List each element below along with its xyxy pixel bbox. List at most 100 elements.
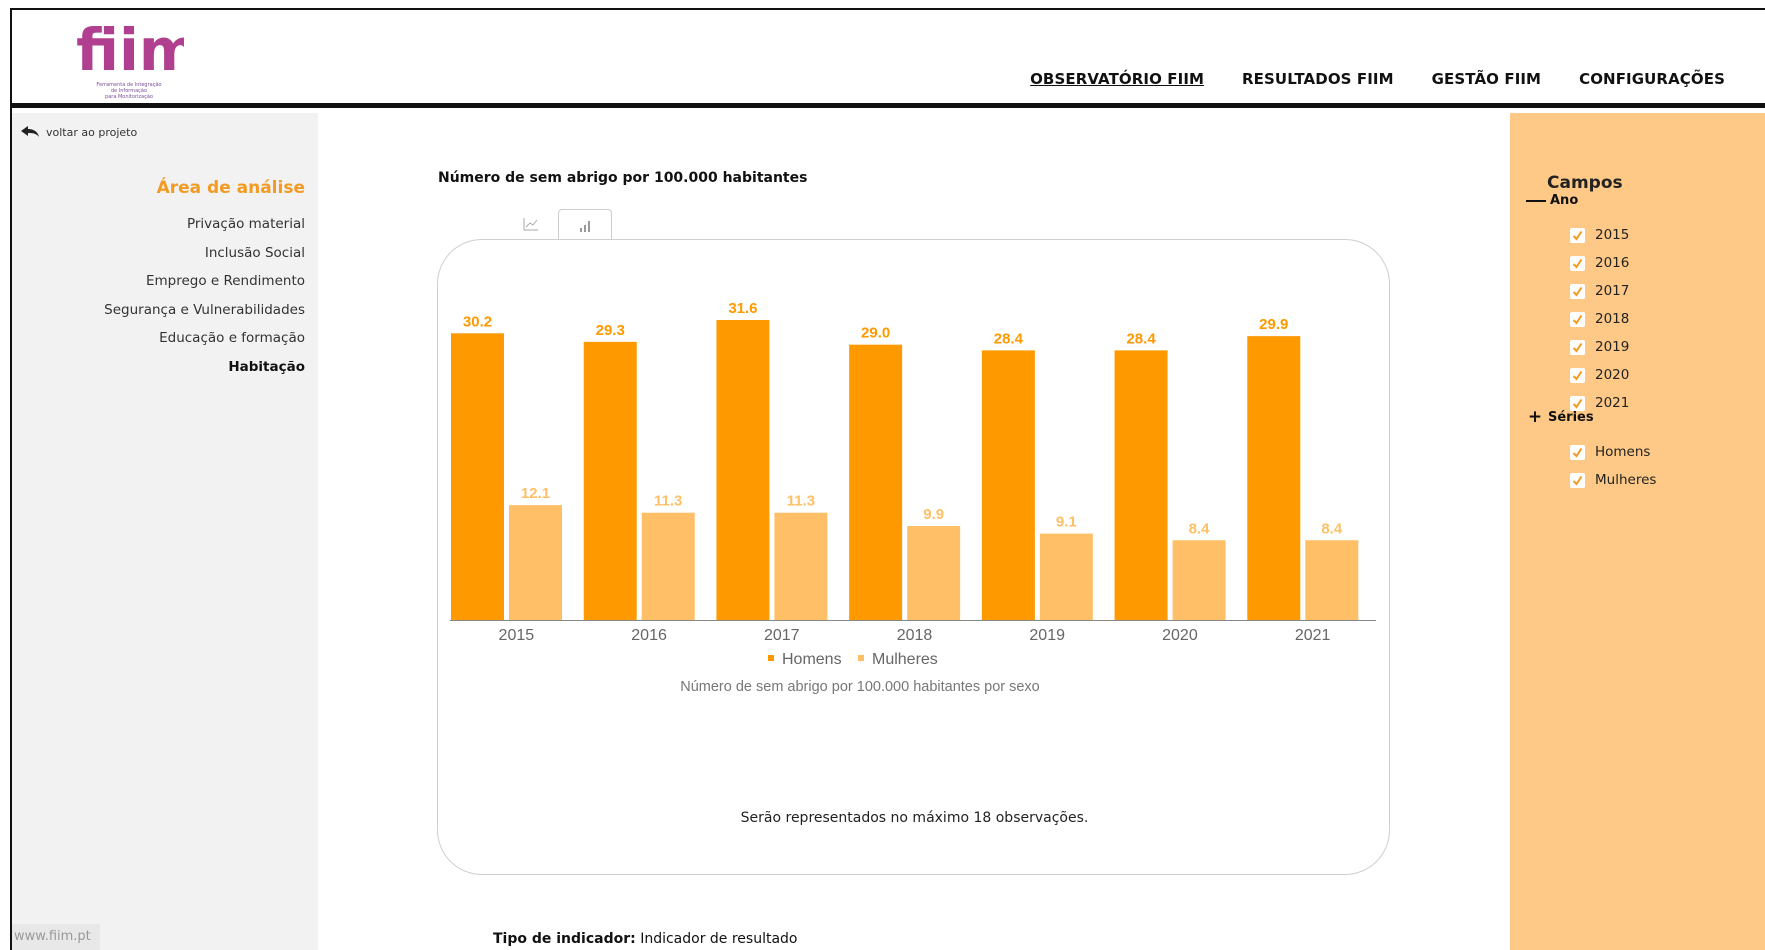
data-label: 8.4 xyxy=(1189,520,1211,537)
logo-text: fiim xyxy=(76,20,184,80)
bar-mulheres-2019 xyxy=(1039,533,1093,620)
line-chart-icon xyxy=(523,218,538,231)
chart-title: Número de sem abrigo por 100.000 habitan… xyxy=(680,679,1040,695)
back-label: voltar ao projeto xyxy=(46,125,138,139)
main-nav: OBSERVATÓRIO FIIM RESULTADOS FIIM GESTÃO… xyxy=(1030,70,1725,88)
checkbox-item[interactable]: 2017 xyxy=(1570,277,1629,305)
legend-label-homens: Homens xyxy=(782,651,842,668)
data-label: 28.4 xyxy=(1126,330,1156,347)
checkbox-item[interactable]: 2019 xyxy=(1570,333,1629,361)
data-label: 9.1 xyxy=(1056,514,1077,531)
checkmark-icon[interactable] xyxy=(1570,444,1585,460)
group-series-label: Séries xyxy=(1548,409,1594,425)
area-item-emprego[interactable]: Emprego e Rendimento xyxy=(145,273,305,290)
logo-subtitle: Ferramenta de Integração de Informação p… xyxy=(96,82,162,100)
data-label: 28.4 xyxy=(994,330,1024,347)
back-arrow-icon xyxy=(21,126,39,137)
checkbox-item[interactable]: Homens xyxy=(1570,438,1656,466)
bar-homens-2017 xyxy=(716,320,770,620)
window-frame xyxy=(10,8,1765,950)
checkbox-item[interactable]: 2016 xyxy=(1570,249,1629,277)
fiim-logo[interactable]: fiim Ferramenta de Integração de Informa… xyxy=(74,20,184,100)
analysis-sidebar: voltar ao projeto Área de análise Privaç… xyxy=(12,113,318,950)
area-item-seguranca[interactable]: Segurança e Vulnerabilidades xyxy=(104,301,305,318)
tab-bar-chart[interactable] xyxy=(558,209,612,241)
indicator-title: Número de sem abrigo por 100.000 habitan… xyxy=(438,170,808,186)
area-item-inclusao[interactable]: Inclusão Social xyxy=(204,244,305,261)
nav-resultados[interactable]: RESULTADOS FIIM xyxy=(1242,70,1394,88)
checkbox-item[interactable]: 2015 xyxy=(1570,221,1629,249)
bar-chart: 30.2 12.1 2015 29.3 11.3 2016 31.6 11.3 2017 29.0… xyxy=(450,300,1376,695)
bar-homens-2015 xyxy=(451,333,504,620)
checkbox-item[interactable]: 2020 xyxy=(1570,361,1629,389)
bar-mulheres-2016 xyxy=(641,512,695,620)
bar-mulheres-2015 xyxy=(509,505,562,620)
series-checklist: Homens Mulheres xyxy=(1570,438,1656,494)
checkmark-icon[interactable] xyxy=(1570,472,1585,488)
area-item-habitacao[interactable]: Habitação xyxy=(228,358,305,375)
data-label: 9.9 xyxy=(923,506,944,523)
checkbox-item[interactable]: Mulheres xyxy=(1570,466,1656,494)
x-tick-label: 2019 xyxy=(1029,627,1065,644)
data-label: 29.9 xyxy=(1259,316,1288,333)
fields-title: Campos xyxy=(1547,173,1623,193)
nav-configuracoes[interactable]: CONFIGURAÇÕES xyxy=(1579,70,1725,88)
ano-checklist: 2015 2016 2017 2018 2019 2020 2021 xyxy=(1570,221,1629,417)
group-series-header[interactable]: + Séries xyxy=(1526,407,1594,427)
indicator-type-label: Tipo de indicador: xyxy=(493,931,636,947)
checkmark-icon[interactable] xyxy=(1570,395,1585,411)
chart-card: 30.2 12.1 2015 29.3 11.3 2016 31.6 11.3 2017 29.0… xyxy=(437,239,1390,875)
data-label: 31.6 xyxy=(728,300,757,317)
data-label: 11.3 xyxy=(787,493,815,510)
group-ano-header[interactable]: Ano xyxy=(1526,193,1578,208)
expand-icon: + xyxy=(1527,407,1543,427)
checkmark-icon[interactable] xyxy=(1570,283,1585,299)
footer-url: www.fiim.pt xyxy=(12,924,100,950)
checkmark-icon[interactable] xyxy=(1570,255,1585,271)
max-observations-note: Serão representados no máximo 18 observa… xyxy=(740,810,1089,826)
data-label: 29.0 xyxy=(861,325,890,342)
area-item-educacao[interactable]: Educação e formação xyxy=(159,330,305,347)
checkmark-icon[interactable] xyxy=(1570,227,1585,243)
bar-mulheres-2018 xyxy=(907,526,961,620)
top-header: fiim Ferramenta de Integração de Informa… xyxy=(12,10,1765,108)
bar-homens-2020 xyxy=(1114,350,1168,620)
x-tick-label: 2016 xyxy=(631,627,667,644)
legend-swatch-mulheres xyxy=(858,655,864,661)
data-label: 11.3 xyxy=(654,493,682,510)
checkmark-icon[interactable] xyxy=(1570,339,1585,355)
chart-type-tabs xyxy=(504,209,612,241)
group-ano-label: Ano xyxy=(1550,193,1579,208)
indicator-type-value: Indicador de resultado xyxy=(640,931,798,947)
x-tick-label: 2021 xyxy=(1295,627,1331,644)
fiim-logo-mark: fiim xyxy=(76,20,184,80)
nav-observatorio[interactable]: OBSERVATÓRIO FIIM xyxy=(1030,70,1205,88)
checkbox-item[interactable]: 2018 xyxy=(1570,305,1629,333)
bar-homens-2021 xyxy=(1247,336,1301,620)
tab-line-chart[interactable] xyxy=(504,209,558,239)
bar-homens-2016 xyxy=(583,341,637,620)
area-item-privacao[interactable]: Privação material xyxy=(186,216,305,232)
area-title: Área de análise xyxy=(156,178,305,198)
data-label: 30.2 xyxy=(463,313,492,330)
bar-homens-2019 xyxy=(981,350,1035,620)
bar-mulheres-2021 xyxy=(1305,540,1359,620)
checkmark-icon[interactable] xyxy=(1570,367,1585,383)
nav-gestao[interactable]: GESTÃO FIIM xyxy=(1431,70,1542,88)
bar-mulheres-2020 xyxy=(1172,540,1226,620)
back-to-project-link[interactable]: voltar ao projeto xyxy=(20,125,137,139)
data-label: 8.4 xyxy=(1321,520,1343,537)
x-tick-label: 2020 xyxy=(1162,627,1198,644)
data-label: 12.1 xyxy=(521,485,550,502)
main-content: Número de sem abrigo por 100.000 habitan… xyxy=(318,113,1510,950)
bar-homens-2018 xyxy=(849,344,903,620)
checkbox-item[interactable]: 2021 xyxy=(1570,389,1629,417)
area-list: Privação material Inclusão Social Empreg… xyxy=(104,210,305,382)
data-label: 29.3 xyxy=(596,322,625,339)
x-tick-label: 2017 xyxy=(764,627,800,644)
legend-swatch-homens xyxy=(768,655,774,661)
indicator-type: Tipo de indicador: Indicador de resultad… xyxy=(493,931,798,947)
fields-panel: Campos Ano 2015 2016 2017 2018 2019 2020… xyxy=(1510,113,1765,950)
collapse-icon xyxy=(1526,199,1546,202)
checkmark-icon[interactable] xyxy=(1570,311,1585,327)
